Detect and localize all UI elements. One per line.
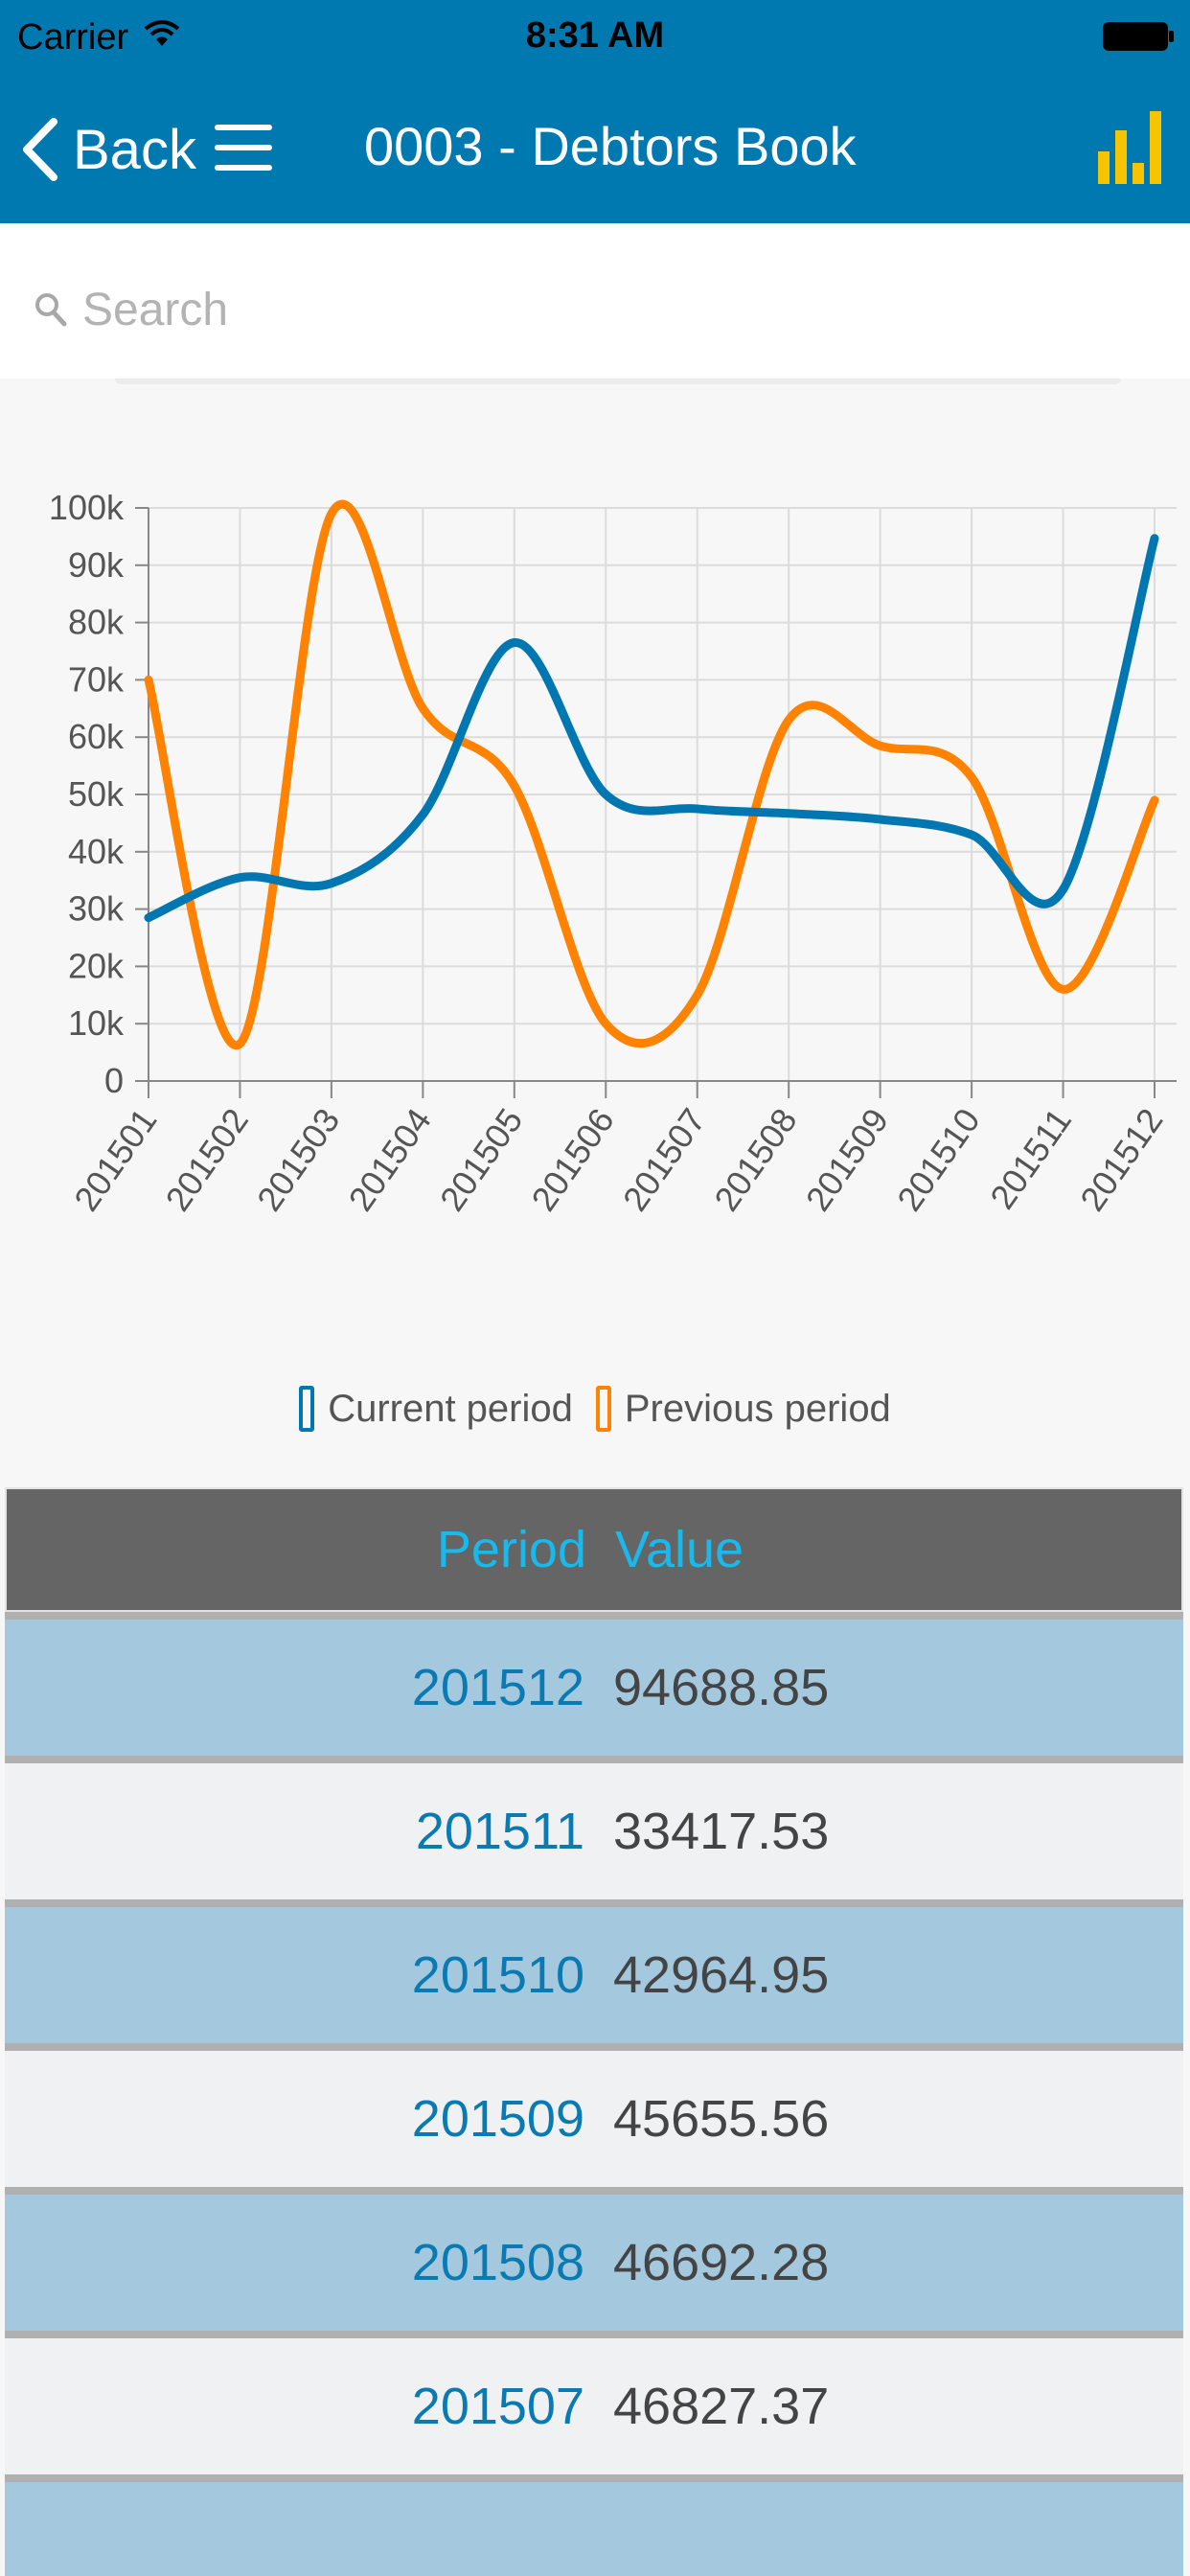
row-period: 201511 (415, 1803, 584, 1860)
row-value: 46692.28 (613, 2234, 830, 2291)
back-button[interactable]: Back (19, 111, 196, 188)
status-time: 8:31 AM (525, 15, 665, 56)
navigation-bar: Back 0003 - Debtors Book (0, 73, 1190, 223)
wifi-icon (144, 20, 180, 46)
x-tick-label: 201506 (523, 1101, 621, 1218)
x-tick-label: 201509 (798, 1101, 896, 1218)
y-tick-label: 20k (68, 946, 125, 985)
back-label: Back (73, 118, 196, 181)
x-tick-label: 201508 (706, 1101, 804, 1218)
series-line-current (144, 534, 1159, 923)
row-period: 201507 (411, 2378, 584, 2435)
y-tick-label: 80k (68, 603, 125, 642)
y-tick-label: 60k (68, 717, 125, 756)
y-tick-label: 30k (68, 889, 125, 929)
legend-swatch-current (299, 1386, 315, 1432)
x-tick-label: 201504 (340, 1101, 438, 1218)
line-chart: 0 10k 20k 30k 40k 50k 60k 70k 80k 90k 100k 201501 20… (0, 383, 1190, 1485)
row-value: 46827.37 (613, 2378, 830, 2435)
bar-chart-icon[interactable] (1096, 109, 1167, 186)
row-value: 94688.85 (613, 1659, 830, 1716)
x-tick-label: 201511 (982, 1101, 1079, 1216)
line-chart-svg: 010k20k30k40k50k60k70k80k90k100k20150120… (49, 488, 1177, 1218)
table-row[interactable]: 201511 33417.53 (5, 1756, 1183, 1899)
x-tick-label: 201505 (432, 1101, 530, 1218)
row-value: 42964.95 (613, 1946, 830, 2004)
x-tick-label: 201507 (615, 1101, 713, 1218)
status-bar: Carrier 8:31 AM (0, 0, 1190, 73)
row-period: 201508 (411, 2234, 584, 2291)
data-table: Period Value 201512 94688.85 201511 3341… (5, 1487, 1183, 2576)
row-value: 33417.53 (613, 1803, 830, 1860)
legend-item-current[interactable]: Current period (299, 1386, 573, 1432)
y-tick-label: 40k (68, 832, 125, 871)
y-tick-label: 100k (49, 488, 125, 527)
row-period: 201512 (411, 1659, 584, 1716)
legend-item-previous[interactable]: Previous period (595, 1386, 891, 1432)
search-bar (0, 223, 1190, 379)
table-row[interactable] (5, 2474, 1183, 2576)
top-bar: Carrier 8:31 AM Back (0, 0, 1190, 223)
chart-legend: Current period Previous period (0, 1380, 1190, 1438)
carrier-label: Carrier (17, 17, 129, 58)
table-row[interactable]: 201510 42964.95 (5, 1899, 1183, 2043)
page-title: 0003 - Debtors Book (364, 116, 857, 176)
search-icon (35, 293, 67, 327)
y-tick-label: 50k (68, 774, 125, 814)
legend-swatch-previous (595, 1386, 611, 1432)
series-line-previous (144, 499, 1159, 1050)
row-period: 201510 (411, 1946, 584, 2004)
battery-icon (1103, 22, 1174, 51)
y-tick-label: 10k (68, 1003, 125, 1043)
x-tick-label: 201510 (889, 1101, 987, 1218)
search-shadow (115, 379, 1121, 384)
y-tick-label: 90k (68, 545, 125, 585)
y-tick-label: 0 (104, 1061, 124, 1100)
x-tick-label: 201501 (66, 1101, 164, 1218)
table-row[interactable]: 201507 46827.37 (5, 2331, 1183, 2474)
table-row[interactable]: 201509 45655.56 (5, 2043, 1183, 2187)
x-tick-label: 201502 (158, 1101, 256, 1218)
search-input[interactable] (82, 271, 1156, 348)
x-tick-label: 201503 (249, 1101, 347, 1218)
chevron-left-icon (23, 118, 57, 181)
table-row[interactable]: 201508 46692.28 (5, 2187, 1183, 2331)
y-tick-label: 70k (68, 659, 125, 699)
row-value: 45655.56 (613, 2090, 830, 2148)
table-header: Period Value (5, 1487, 1183, 1612)
hamburger-menu-icon[interactable] (213, 117, 274, 178)
header-period[interactable]: Period (436, 1521, 586, 1578)
table-row[interactable]: 201512 94688.85 (5, 1612, 1183, 1756)
legend-label-previous: Previous period (624, 1387, 891, 1430)
x-tick-label: 201512 (1072, 1101, 1170, 1218)
row-period: 201509 (411, 2090, 584, 2148)
legend-label-current: Current period (328, 1387, 573, 1430)
header-value[interactable]: Value (615, 1521, 744, 1578)
